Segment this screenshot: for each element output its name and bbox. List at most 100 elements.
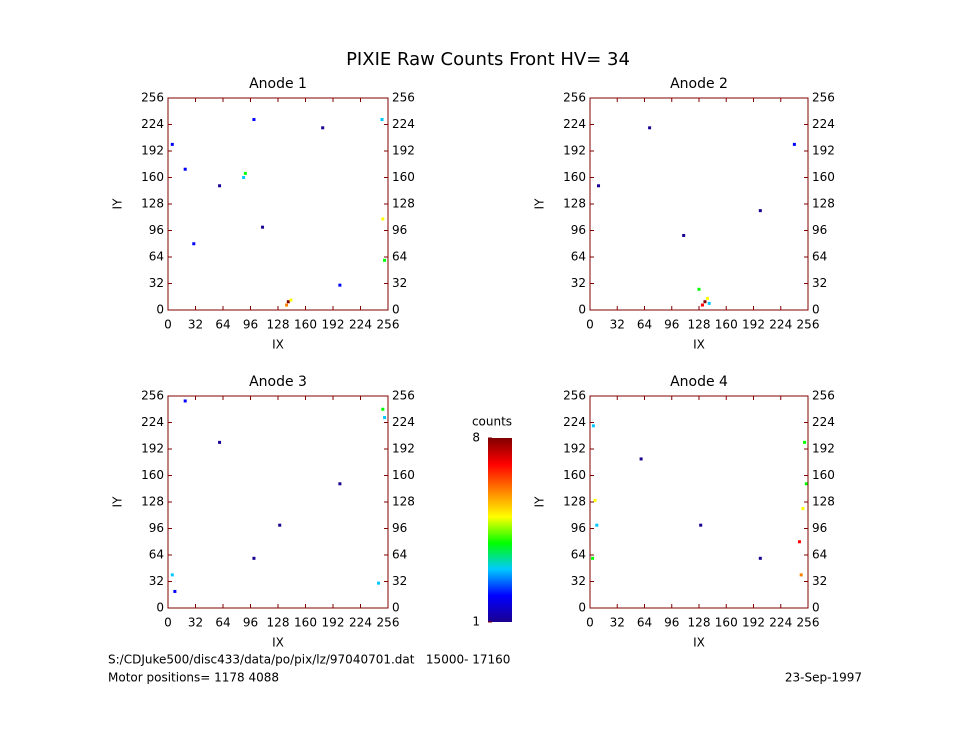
y-axis-label: IY [533, 496, 547, 508]
x-tick-label: 224 [769, 318, 792, 332]
count-pixel [218, 184, 222, 188]
y-axis-label: IY [111, 198, 125, 210]
x-tick-label: 96 [243, 616, 258, 630]
y-tick-label: 128 [563, 197, 586, 211]
count-pixel [183, 399, 187, 403]
panel-title: Anode 3 [249, 374, 307, 390]
x-tick-label: 96 [664, 616, 679, 630]
y-tick-label-right: 160 [812, 468, 835, 482]
count-pixel [797, 540, 801, 544]
count-pixel [801, 507, 805, 511]
y-tick-label: 64 [571, 250, 586, 264]
y-tick-label-right: 64 [392, 250, 407, 264]
count-pixel [183, 167, 187, 171]
y-tick-label: 160 [563, 170, 586, 184]
y-tick-label: 32 [149, 574, 164, 588]
count-pixel [591, 424, 595, 428]
footer-date: 23-Sep-1997 [785, 671, 862, 685]
count-pixel [758, 556, 762, 560]
count-pixel [243, 171, 247, 175]
x-tick-label: 64 [637, 616, 652, 630]
x-tick-label: 32 [610, 616, 625, 630]
x-tick-label: 128 [267, 318, 290, 332]
count-pixel [697, 287, 701, 291]
x-tick-label: 192 [322, 318, 345, 332]
y-tick-label-right: 224 [392, 117, 415, 131]
x-tick-label: 160 [294, 318, 317, 332]
count-pixel [289, 298, 293, 302]
count-pixel [703, 300, 707, 304]
x-tick-label: 128 [688, 318, 711, 332]
count-pixel [380, 118, 384, 122]
x-tick-label: 128 [267, 616, 290, 630]
y-tick-label-right: 96 [812, 223, 827, 237]
count-pixel [591, 556, 595, 560]
y-tick-label: 0 [578, 303, 586, 317]
count-pixel [252, 556, 256, 560]
y-tick-label-right: 192 [392, 144, 415, 158]
x-tick-label: 160 [294, 616, 317, 630]
x-tick-label: 192 [742, 616, 765, 630]
panel-title: Anode 2 [670, 76, 728, 92]
x-axis-label: IX [693, 338, 705, 352]
y-tick-label: 160 [141, 468, 164, 482]
x-tick-label: 32 [188, 616, 203, 630]
y-tick-label-right: 224 [392, 415, 415, 429]
count-pixel [383, 258, 387, 262]
count-pixel [261, 225, 265, 229]
count-pixel [707, 301, 711, 305]
x-tick-label: 32 [188, 318, 203, 332]
y-axis-label: IY [111, 496, 125, 508]
panel-title: Anode 4 [670, 374, 728, 390]
y-tick-label: 192 [141, 144, 164, 158]
y-tick-label: 128 [141, 495, 164, 509]
y-tick-label-right: 96 [812, 521, 827, 535]
count-pixel [682, 233, 686, 237]
y-tick-label-right: 64 [812, 250, 827, 264]
y-tick-label-right: 256 [392, 91, 415, 105]
count-pixel [706, 296, 710, 300]
y-tick-label-right: 0 [392, 303, 400, 317]
y-tick-label-right: 128 [392, 495, 415, 509]
x-tick-label: 32 [610, 318, 625, 332]
y-tick-label: 256 [141, 389, 164, 403]
x-tick-label: 192 [742, 318, 765, 332]
count-pixel [593, 498, 597, 502]
colorbar-tick-label: 8 [472, 431, 480, 445]
plot-frame [589, 395, 809, 609]
x-tick-label: 224 [769, 616, 792, 630]
y-tick-label-right: 192 [812, 144, 835, 158]
count-pixel [700, 303, 704, 307]
count-pixel [170, 142, 174, 146]
y-tick-label: 192 [563, 442, 586, 456]
y-tick-label: 128 [141, 197, 164, 211]
x-axis-label: IX [693, 636, 705, 650]
count-pixel [639, 457, 643, 461]
count-pixel [377, 581, 381, 585]
panel-title: Anode 1 [249, 76, 307, 92]
count-pixel [338, 482, 342, 486]
plot-frame [167, 97, 389, 311]
y-tick-label-right: 32 [812, 276, 827, 290]
y-tick-label: 64 [149, 548, 164, 562]
y-tick-label: 192 [141, 442, 164, 456]
y-tick-label: 96 [149, 521, 164, 535]
count-pixel [595, 523, 599, 527]
y-tick-label: 0 [156, 303, 164, 317]
y-tick-label: 256 [563, 389, 586, 403]
y-tick-label: 32 [149, 276, 164, 290]
y-tick-label: 224 [563, 117, 586, 131]
y-tick-label: 64 [149, 250, 164, 264]
colorbar-tick-label: 1 [472, 615, 480, 629]
x-tick-label: 96 [664, 318, 679, 332]
x-tick-label: 0 [586, 616, 594, 630]
y-tick-label: 0 [578, 601, 586, 615]
y-tick-label-right: 160 [392, 170, 415, 184]
x-tick-label: 0 [164, 318, 172, 332]
y-tick-label: 96 [571, 521, 586, 535]
count-pixel [648, 126, 652, 130]
count-pixel [803, 440, 807, 444]
count-pixel [758, 209, 762, 213]
x-tick-label: 256 [377, 318, 400, 332]
y-tick-label: 224 [563, 415, 586, 429]
